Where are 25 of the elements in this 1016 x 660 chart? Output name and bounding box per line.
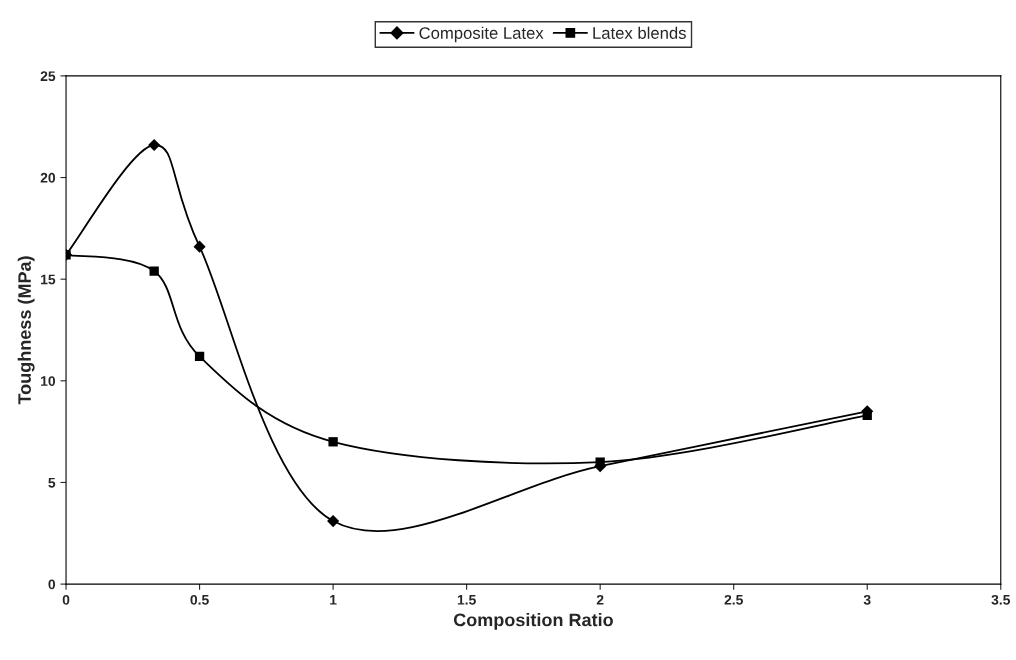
y-tick-label: 25 xyxy=(40,71,56,82)
point xyxy=(148,138,161,152)
legend-label: Composite Latex xyxy=(419,26,544,43)
point xyxy=(327,515,340,528)
x-tick-label: 0 xyxy=(62,594,70,605)
y-tick-label: 5 xyxy=(48,477,56,488)
point xyxy=(149,266,159,276)
y-tick-label: 20 xyxy=(40,172,56,183)
legend-label: Latex blends xyxy=(593,26,686,39)
x-tick-label: 3 xyxy=(863,594,871,605)
point xyxy=(194,351,205,362)
x-tick-label: 2 xyxy=(596,594,604,605)
x-tick-label: 1 xyxy=(330,595,337,605)
y-axis-title: Toughness (MPa) xyxy=(17,256,35,405)
x-tick-label: 1.5 xyxy=(457,595,476,605)
x-tick-label: 2.5 xyxy=(724,594,743,605)
x-tick-label: 0.5 xyxy=(190,594,209,605)
point xyxy=(595,457,605,467)
x-tick-label: 3.5 xyxy=(991,594,1011,605)
point xyxy=(193,240,206,253)
y-tick-label: 0 xyxy=(48,579,56,590)
y-tick-label: 15 xyxy=(41,274,56,285)
y-tick-label: 10 xyxy=(41,376,56,386)
x-axis-title: Composition Ratio xyxy=(453,613,613,630)
point xyxy=(328,437,338,447)
